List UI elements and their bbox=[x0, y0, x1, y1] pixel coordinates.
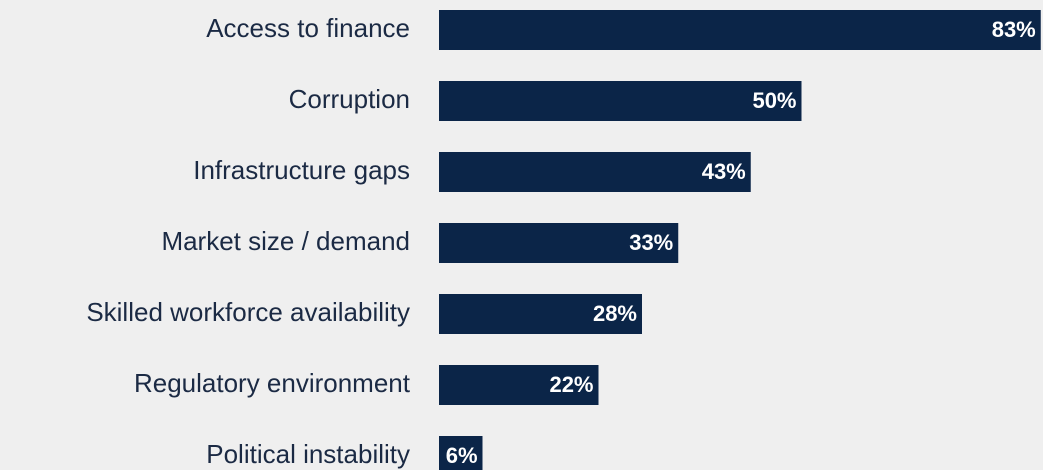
category-label: Access to finance bbox=[206, 13, 410, 43]
category-label: Market size / demand bbox=[161, 226, 410, 256]
bar bbox=[439, 365, 599, 405]
bar bbox=[439, 223, 679, 263]
category-label: Political instability bbox=[206, 439, 410, 469]
category-label: Skilled workforce availability bbox=[86, 297, 410, 327]
bar bbox=[439, 152, 751, 192]
category-label: Corruption bbox=[289, 84, 410, 114]
value-label: 28% bbox=[593, 301, 637, 326]
value-label: 43% bbox=[702, 159, 746, 184]
value-label: 6% bbox=[446, 443, 478, 468]
value-label: 83% bbox=[992, 17, 1036, 42]
bar bbox=[439, 294, 642, 334]
bar bbox=[439, 10, 1041, 50]
bar bbox=[439, 81, 802, 121]
bar bbox=[439, 436, 483, 470]
category-label: Regulatory environment bbox=[134, 368, 411, 398]
category-label: Infrastructure gaps bbox=[193, 155, 410, 185]
value-label: 50% bbox=[752, 88, 796, 113]
value-label: 22% bbox=[549, 372, 593, 397]
value-label: 33% bbox=[629, 230, 673, 255]
